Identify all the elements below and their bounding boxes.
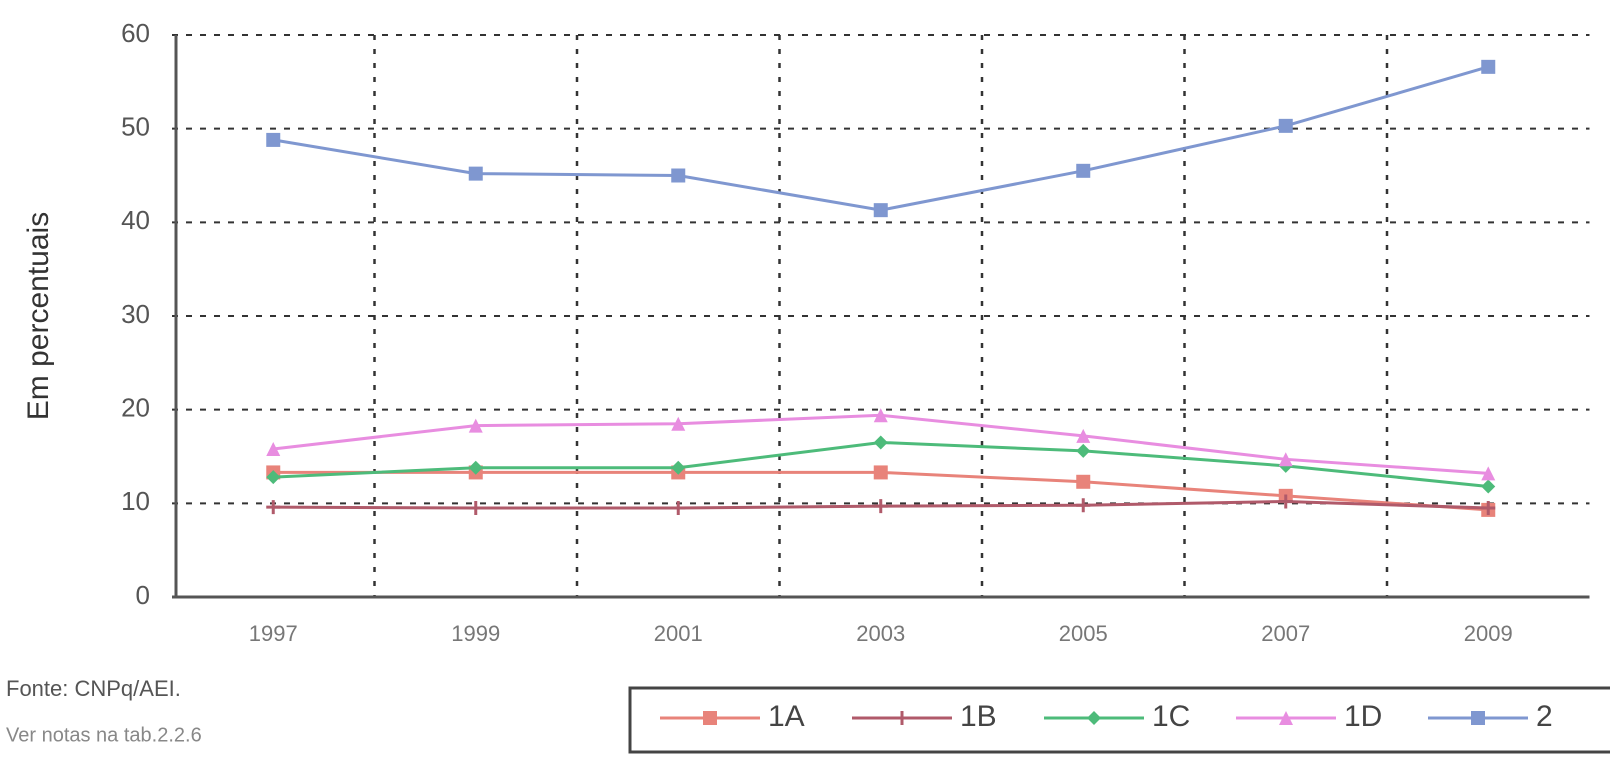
note: Fonte: CNPq/AEI. xyxy=(6,676,181,701)
data-point xyxy=(1076,428,1091,443)
x-tick-label: 2005 xyxy=(1059,621,1108,646)
data-point xyxy=(1481,501,1496,516)
data-point xyxy=(873,203,888,218)
legend-label: 1B xyxy=(960,700,997,733)
data-point xyxy=(468,166,483,181)
data-point xyxy=(266,132,281,147)
legend-label: 2 xyxy=(1536,700,1553,733)
x-tick-label: 1997 xyxy=(249,621,298,646)
y-tick-label: 50 xyxy=(121,112,150,142)
data-point xyxy=(1481,479,1496,494)
y-tick-label: 30 xyxy=(121,299,150,329)
data-point xyxy=(1278,118,1293,133)
data-point xyxy=(1076,163,1091,178)
data-point xyxy=(468,501,483,516)
data-point xyxy=(873,408,888,423)
y-tick-label: 40 xyxy=(121,205,150,235)
data-point xyxy=(671,460,686,475)
data-point xyxy=(266,442,281,457)
data-point xyxy=(671,416,686,431)
x-tick-label: 2009 xyxy=(1464,621,1513,646)
legend-marker xyxy=(703,711,717,725)
data-point xyxy=(1278,494,1293,509)
y-tick-label: 10 xyxy=(121,486,150,516)
x-tick-label: 2007 xyxy=(1261,621,1310,646)
data-point xyxy=(873,435,888,450)
data-point xyxy=(1278,452,1293,467)
data-point xyxy=(468,460,483,475)
y-axis-label: Em percentuais xyxy=(22,212,55,420)
legend-box xyxy=(628,686,1610,754)
y-tick-label: 20 xyxy=(121,393,150,423)
series-line xyxy=(273,65,1489,212)
legend-marker xyxy=(1279,711,1293,725)
y-tick-label: 60 xyxy=(121,18,150,48)
data-point xyxy=(266,500,281,515)
x-tick-label: 2001 xyxy=(654,621,703,646)
data-point xyxy=(671,501,686,516)
legend-label: 1A xyxy=(768,700,805,733)
data-point xyxy=(873,465,888,480)
data-point xyxy=(1076,443,1091,458)
legend-marker xyxy=(1471,711,1485,725)
data-point xyxy=(266,470,281,485)
data-point xyxy=(1481,59,1496,74)
data-point xyxy=(1076,498,1091,513)
x-tick-label: 1999 xyxy=(451,621,500,646)
data-point xyxy=(671,168,686,183)
legend-marker xyxy=(895,711,909,725)
legend-label: 1C xyxy=(1152,700,1190,733)
legend-label: 1D xyxy=(1344,700,1382,733)
x-tick-label: 2003 xyxy=(856,621,905,646)
data-point xyxy=(1076,474,1091,489)
data-point xyxy=(468,418,483,433)
note: Ver notas na tab.2.2.6 xyxy=(6,724,202,746)
data-point xyxy=(873,499,888,514)
y-tick-label: 0 xyxy=(136,580,150,610)
legend-marker xyxy=(1087,711,1101,725)
data-point xyxy=(1481,466,1496,481)
